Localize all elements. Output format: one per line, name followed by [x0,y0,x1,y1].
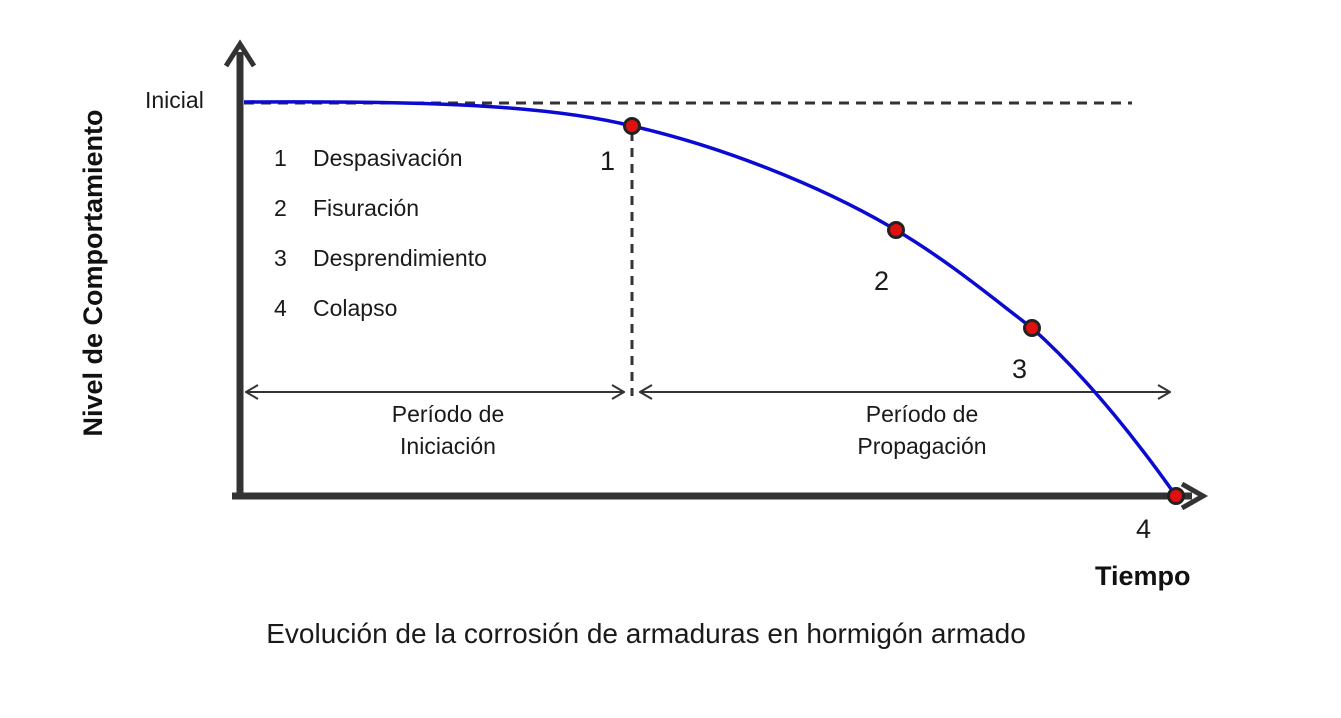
legend-num-4: 4 [274,295,287,321]
legend-num-3: 3 [274,245,287,271]
figure-caption: Evolución de la corrosión de armaduras e… [266,618,1026,649]
initiation-period-line2: Iniciación [400,433,496,459]
y-tick-initial: Inicial [145,87,204,113]
initiation-period-line1: Período de [392,401,505,427]
point-marker-2 [887,221,905,239]
point-label-3: 3 [1012,354,1027,384]
legend-text-4: Colapso [313,295,397,321]
point-label-4: 4 [1136,514,1151,544]
legend-num-2: 2 [274,195,287,221]
propagation-period-line1: Período de [866,401,979,427]
legend-text-3: Desprendimiento [313,245,487,271]
x-axis-title: Tiempo [1095,561,1191,591]
propagation-period-line2: Propagación [857,433,986,459]
point-marker-3 [1023,319,1041,337]
y-axis-arrow-icon [223,39,257,68]
x-axis-arrow-icon [1180,481,1209,511]
legend-num-1: 1 [274,145,287,171]
legend-text-1: Despasivación [313,145,463,171]
point-label-1: 1 [600,146,615,176]
legend: 1 Despasivación 2 Fisuración 3 Desprendi… [274,145,487,321]
point-label-2: 2 [874,266,889,296]
legend-text-2: Fisuración [313,195,419,221]
performance-curve [243,100,1178,498]
point-marker-4 [1167,487,1185,505]
y-axis-title: Nivel de Comportamiento [78,109,108,436]
point-marker-1 [623,117,641,135]
